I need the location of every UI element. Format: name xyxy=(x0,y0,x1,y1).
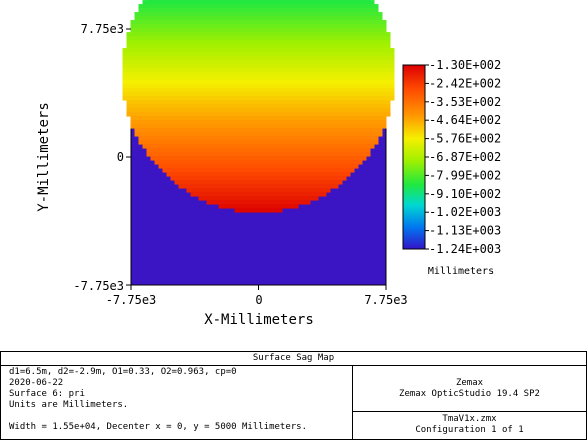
info-filename: TmaV1x.zmx xyxy=(442,414,497,424)
y-tick-label-top: 7.75e3 xyxy=(81,22,124,36)
info-title: Surface Sag Map xyxy=(1,352,586,366)
aperture-row xyxy=(158,164,359,169)
colorbar-labels: -1.30E+002 -2.42E+002 -3.53E+002 -4.64E+002… xyxy=(425,58,501,256)
colorbar-label: -1.24E+003 xyxy=(429,242,501,256)
aperture-row xyxy=(122,48,395,53)
aperture-row xyxy=(130,24,387,29)
colorbar-label: -7.99E+002 xyxy=(429,168,501,182)
info-product: Zemax OpticStudio 19.4 SP2 xyxy=(399,389,540,399)
aperture-row xyxy=(126,32,391,37)
info-company-block: Zemax Zemax OpticStudio 19.4 SP2 xyxy=(353,378,586,400)
info-line-blank xyxy=(9,411,349,422)
x-tick-label-right: 7.75e3 xyxy=(364,293,407,307)
aperture-row xyxy=(166,172,351,177)
colorbar xyxy=(402,64,426,250)
y-axis-title: Y-Millimeters xyxy=(36,102,52,212)
aperture-row xyxy=(178,184,339,189)
aperture-row xyxy=(218,204,299,209)
aperture-row xyxy=(130,116,387,121)
colorbar-unit-label: Millimeters xyxy=(428,266,494,277)
aperture-row xyxy=(126,44,391,49)
aperture-row xyxy=(130,28,387,33)
x-axis-title: X-Millimeters xyxy=(204,312,314,328)
aperture-row xyxy=(122,52,395,57)
y-tick-label-mid: 0 xyxy=(117,150,124,164)
info-line-date: 2020-06-22 xyxy=(9,378,64,388)
aperture-row xyxy=(122,72,395,77)
aperture-row xyxy=(122,96,395,101)
colorbar-label: -1.30E+002 xyxy=(429,58,501,72)
info-company: Zemax xyxy=(455,378,484,388)
info-details: d1=6.5m, d2=-2.9m, O1=0.33, O2=0.963, cp… xyxy=(9,367,349,433)
aperture-row xyxy=(174,180,343,185)
x-tick-label-mid: 0 xyxy=(255,293,262,307)
info-configuration: Configuration 1 of 1 xyxy=(415,425,524,435)
aperture-row xyxy=(126,36,391,41)
aperture-row xyxy=(122,92,395,97)
x-tick-label-left: -7.75e3 xyxy=(106,293,157,307)
y-tick-label-bottom: -7.75e3 xyxy=(73,279,124,293)
aperture-row xyxy=(122,80,395,85)
aperture-row xyxy=(126,108,391,113)
aperture-row xyxy=(154,160,363,165)
info-line-units: Units are Millimeters. xyxy=(9,400,129,410)
aperture-row xyxy=(146,152,371,157)
axis-ticks xyxy=(126,28,387,290)
aperture-row xyxy=(122,84,395,89)
aperture-row xyxy=(198,196,319,201)
aperture-row xyxy=(122,68,395,73)
aperture-row xyxy=(134,16,383,21)
aperture-row xyxy=(134,128,383,133)
aperture-row xyxy=(122,64,395,69)
info-line-surface: Surface 6: pri xyxy=(9,389,85,399)
colorbar-label: -6.87E+002 xyxy=(429,150,501,164)
surface-sag-chart: 7.75e3 0 -7.75e3 -7.75e3 0 7.75e3 X-Mill… xyxy=(36,0,501,328)
aperture-row xyxy=(138,140,379,145)
aperture-row xyxy=(142,0,375,5)
aperture-row xyxy=(206,200,311,205)
info-line-params: d1=6.5m, d2=-2.9m, O1=0.33, O2=0.963, cp… xyxy=(9,367,237,377)
aperture-row xyxy=(126,112,391,117)
aperture-row xyxy=(138,8,379,13)
aperture-row xyxy=(130,120,387,125)
aperture-row xyxy=(138,136,379,141)
aperture-row xyxy=(146,148,371,153)
aperture-row xyxy=(170,176,347,181)
aperture-row xyxy=(150,156,367,161)
colorbar-label: -1.02E+003 xyxy=(429,205,501,219)
info-file-block: TmaV1x.zmx Configuration 1 of 1 xyxy=(353,414,586,436)
info-line-width: Width = 1.55e+04, Decenter x = 0, y = 50… xyxy=(9,422,308,432)
info-panel: Surface Sag Map d1=6.5m, d2=-2.9m, O1=0.… xyxy=(0,351,587,440)
aperture-row xyxy=(142,144,375,149)
sag-aperture xyxy=(122,0,395,213)
aperture-row xyxy=(122,76,395,81)
colorbar-label: -3.53E+002 xyxy=(429,95,501,109)
aperture-row xyxy=(190,192,327,197)
aperture-row xyxy=(126,104,391,109)
aperture-row xyxy=(134,12,383,17)
colorbar-label: -9.10E+002 xyxy=(429,187,501,201)
aperture-row xyxy=(126,100,391,105)
colorbar-label: -2.42E+002 xyxy=(429,76,501,90)
colorbar-label: -1.13E+003 xyxy=(429,224,501,238)
aperture-row xyxy=(130,20,387,25)
aperture-row xyxy=(162,168,355,173)
aperture-row xyxy=(134,132,383,137)
aperture-row xyxy=(186,188,331,193)
aperture-row xyxy=(234,208,283,213)
aperture-row xyxy=(126,40,391,45)
aperture-row xyxy=(130,124,387,129)
colorbar-label: -4.64E+002 xyxy=(429,113,501,127)
aperture-row xyxy=(122,60,395,65)
aperture-row xyxy=(138,4,379,9)
aperture-row xyxy=(122,56,395,61)
aperture-row xyxy=(122,88,395,93)
colorbar-label: -5.76E+002 xyxy=(429,132,501,146)
